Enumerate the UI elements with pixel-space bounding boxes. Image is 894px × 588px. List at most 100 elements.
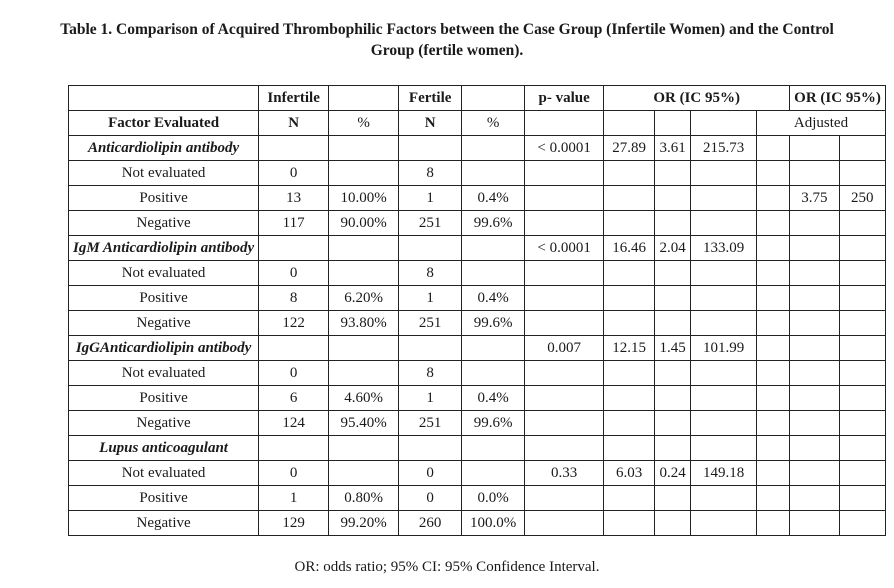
table-cell [756, 285, 791, 311]
header-cell-empty [67, 85, 260, 111]
table-cell [524, 410, 605, 436]
table-cell: 215.73 [690, 135, 758, 161]
table-cell [690, 260, 758, 286]
table-cell [524, 435, 605, 461]
table-cell: 129 [258, 510, 330, 536]
row-label: Not evaluated [67, 460, 260, 486]
table-cell: 13 [258, 185, 330, 211]
header-factor-evaluated: Factor Evaluated [67, 110, 260, 136]
table-cell [789, 510, 840, 536]
header-cell-empty [328, 85, 400, 111]
table-row: Negative 129 99.20% 260 100.0% [67, 510, 886, 536]
table-cell [756, 410, 791, 436]
table-body: Infertile Fertile p- value OR (IC 95%) O… [67, 85, 886, 536]
table-cell [756, 185, 791, 211]
table-cell [838, 210, 886, 236]
table-cell [654, 360, 692, 386]
table-row: Positive 6 4.60% 1 0.4% [67, 385, 886, 411]
table-cell: 1 [398, 285, 463, 311]
table-row: Negative 122 93.80% 251 99.6% [67, 310, 886, 336]
table-cell [461, 235, 526, 261]
section-row: Lupus anticoagulant [67, 435, 886, 461]
table-cell [756, 235, 791, 261]
table-cell: 0.24 [654, 460, 692, 486]
row-label: Positive [67, 285, 260, 311]
row-label: Not evaluated [67, 260, 260, 286]
table-cell [398, 235, 463, 261]
table-cell [603, 435, 656, 461]
table-cell: 3.75 [789, 185, 840, 211]
header-cell-empty [603, 110, 656, 136]
table-cell [524, 385, 605, 411]
table-cell: 3.61 [654, 135, 692, 161]
table-cell [398, 435, 463, 461]
table-cell: 6.20% [328, 285, 400, 311]
table-cell: 1 [398, 185, 463, 211]
table-cell: 12.15 [603, 335, 656, 361]
table-caption: Table 1. Comparison of Acquired Thrombop… [10, 19, 884, 61]
table-cell [756, 435, 791, 461]
header-infertile: Infertile [258, 85, 330, 111]
table-cell [789, 435, 840, 461]
table-cell [654, 510, 692, 536]
table-cell [654, 185, 692, 211]
table-cell [654, 435, 692, 461]
section-row: IgM Anticardiolipin antibody < 0.0001 16.4… [67, 235, 886, 261]
table-cell [789, 310, 840, 336]
table-cell [461, 260, 526, 286]
table-cell: 99.6% [461, 310, 526, 336]
table-row: Not evaluated 0 8 [67, 360, 886, 386]
table-cell [328, 160, 400, 186]
table-cell [603, 260, 656, 286]
table-cell: 0.80% [328, 485, 400, 511]
table-cell: 0 [398, 460, 463, 486]
table-cell: 0 [258, 460, 330, 486]
table-row: Positive 8 6.20% 1 0.4% [67, 285, 886, 311]
table-cell [603, 410, 656, 436]
table-cell: 149.18 [690, 460, 758, 486]
table-cell [603, 160, 656, 186]
table-row: Positive 13 10.00% 1 0.4% 3.75 250 [67, 185, 886, 211]
table-cell [756, 260, 791, 286]
row-label: Not evaluated [67, 160, 260, 186]
table-cell [328, 435, 400, 461]
table-row: Negative 124 95.40% 251 99.6% [67, 410, 886, 436]
table-cell [654, 310, 692, 336]
table-cell: < 0.0001 [524, 135, 605, 161]
table-cell: 99.6% [461, 210, 526, 236]
table-cell: 95.40% [328, 410, 400, 436]
caption-line-2: Group (fertile women). [370, 42, 524, 59]
table-cell: 27.89 [603, 135, 656, 161]
table-cell [603, 360, 656, 386]
table-cell [603, 185, 656, 211]
results-table: Infertile Fertile p- value OR (IC 95%) O… [67, 85, 886, 536]
table-cell [603, 210, 656, 236]
header-fertile: Fertile [398, 85, 463, 111]
table-cell [524, 210, 605, 236]
table-cell [789, 285, 840, 311]
table-cell: 99.6% [461, 410, 526, 436]
table-cell: 1 [258, 485, 330, 511]
table-cell [789, 335, 840, 361]
table-cell [461, 135, 526, 161]
table-cell [789, 260, 840, 286]
table-cell [690, 285, 758, 311]
table-cell [838, 510, 886, 536]
table-cell [328, 135, 400, 161]
header-p-value: p- value [524, 85, 605, 111]
table-cell [756, 510, 791, 536]
table-cell [603, 310, 656, 336]
table-cell [690, 210, 758, 236]
table-cell: < 0.0001 [524, 235, 605, 261]
table-cell: 0.007 [524, 335, 605, 361]
table-cell [690, 385, 758, 411]
table-cell [690, 410, 758, 436]
table-cell: 100.0% [461, 510, 526, 536]
table-cell [838, 235, 886, 261]
table-cell [524, 310, 605, 336]
table-cell: 99.20% [328, 510, 400, 536]
header-or-ic-adjusted: OR (IC 95%) [789, 85, 886, 111]
table-cell: 6.03 [603, 460, 656, 486]
table-cell [756, 335, 791, 361]
header-cell-empty [461, 85, 526, 111]
